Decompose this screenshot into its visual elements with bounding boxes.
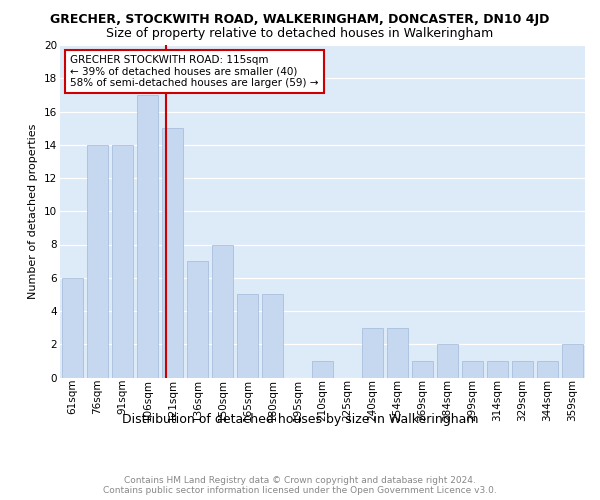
Bar [137,95,158,378]
Bar [537,361,558,378]
Bar [237,294,258,378]
Bar [462,361,483,378]
Bar [362,328,383,378]
Text: Contains HM Land Registry data © Crown copyright and database right 2024.
Contai: Contains HM Land Registry data © Crown c… [103,476,497,495]
Bar [387,328,408,378]
Bar [412,361,433,378]
Bar [312,361,333,378]
Bar [112,145,133,378]
Text: GRECHER STOCKWITH ROAD: 115sqm
← 39% of detached houses are smaller (40)
58% of : GRECHER STOCKWITH ROAD: 115sqm ← 39% of … [71,55,319,88]
Text: Size of property relative to detached houses in Walkeringham: Size of property relative to detached ho… [106,28,494,40]
Bar [262,294,283,378]
Bar [512,361,533,378]
Bar [162,128,183,378]
Bar [487,361,508,378]
Text: GRECHER, STOCKWITH ROAD, WALKERINGHAM, DONCASTER, DN10 4JD: GRECHER, STOCKWITH ROAD, WALKERINGHAM, D… [50,12,550,26]
Y-axis label: Number of detached properties: Number of detached properties [28,124,38,299]
Bar [437,344,458,378]
Bar [87,145,108,378]
Bar [62,278,83,378]
Bar [562,344,583,378]
Text: Distribution of detached houses by size in Walkeringham: Distribution of detached houses by size … [122,412,478,426]
Bar [187,261,208,378]
Bar [212,244,233,378]
